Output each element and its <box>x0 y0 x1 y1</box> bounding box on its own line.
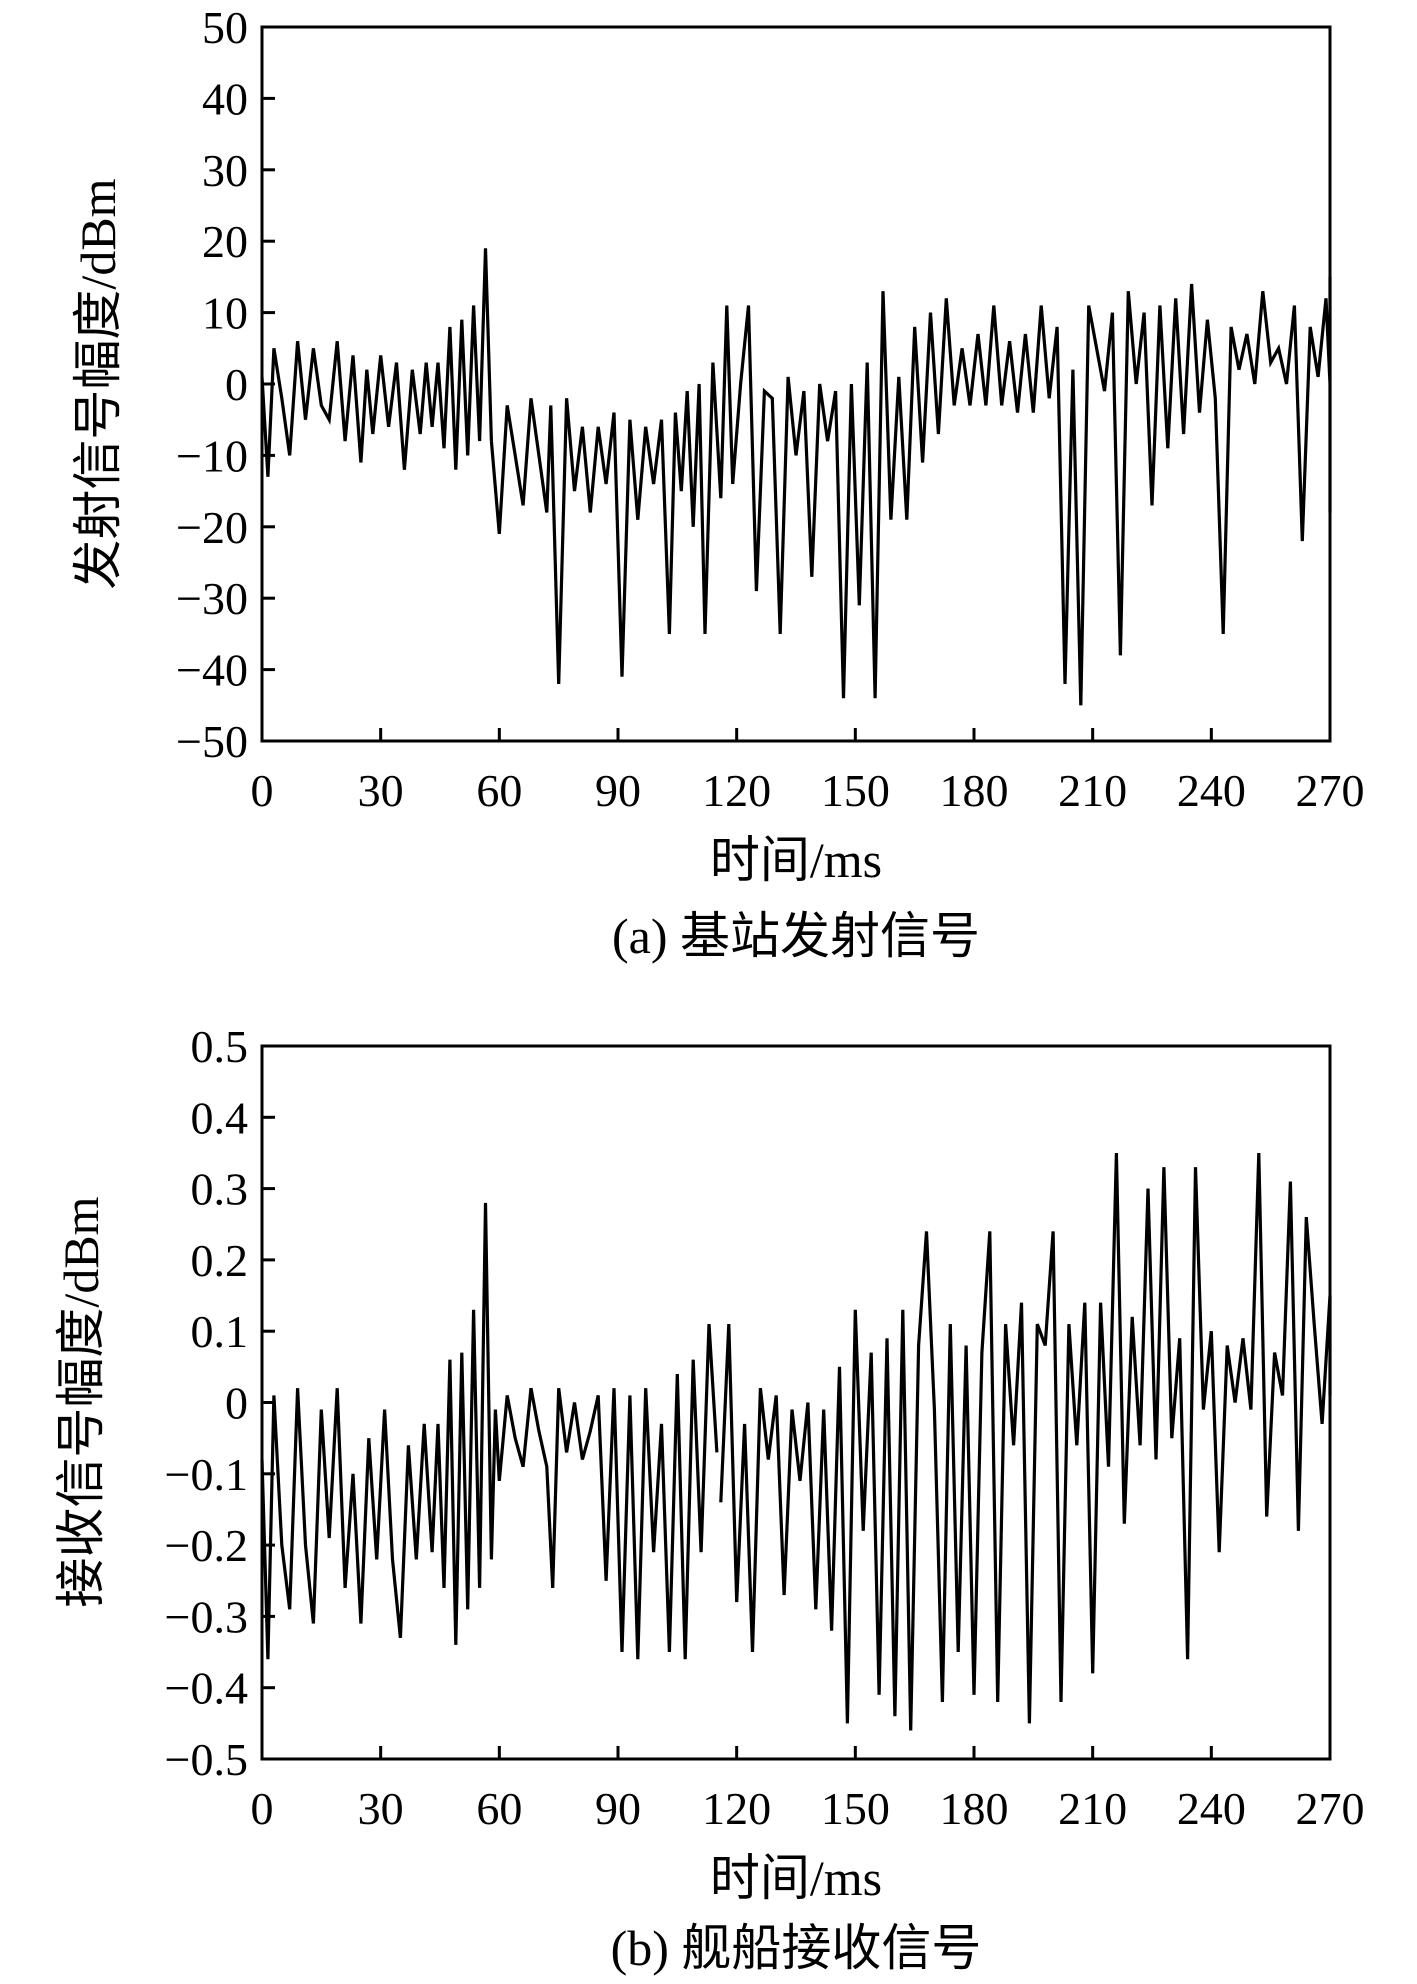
x-ticks: 0 30 60 90 120 150 180 210 240 270 <box>251 728 1365 816</box>
x-tick-label: 180 <box>940 765 1009 816</box>
y-tick-label: −0.4 <box>165 1663 248 1714</box>
x-tick-label: 210 <box>1058 765 1127 816</box>
x-tick-label: 180 <box>940 1783 1009 1834</box>
x-tick-label: 60 <box>476 1783 522 1834</box>
y-tick-label: 40 <box>202 73 248 124</box>
x-tick-label: 60 <box>476 765 522 816</box>
y-tick-label: 0.2 <box>191 1235 249 1286</box>
panel-a: 50 40 30 20 10 0 −10 −20 −30 −40 −50 0 30 60 90 120 150… <box>70 2 1365 964</box>
x-tick-label: 270 <box>1296 765 1365 816</box>
x-tick-label: 240 <box>1177 765 1246 816</box>
series <box>260 1152 1332 1731</box>
y-ticks: 50 40 30 20 10 0 −10 −20 −30 −40 −50 <box>176 2 275 767</box>
y-tick-label: −0.3 <box>165 1591 248 1642</box>
caption-b: (b) 舰船接收信号 <box>611 1920 982 1976</box>
series-line <box>260 248 493 477</box>
y-tick-label: 20 <box>202 216 248 267</box>
panel-b: 0.5 0.4 0.3 0.2 0.1 0 −0.1 −0.2 −0.3 −0.4 −0.5 0 30… <box>53 1021 1365 1976</box>
y-ticks: 0.5 0.4 0.3 0.2 0.1 0 −0.1 −0.2 −0.3 −0.4 −0.5 <box>165 1021 275 1785</box>
series-line <box>719 1152 1332 1731</box>
x-tick-label: 90 <box>595 765 641 816</box>
x-axis-title: 时间/ms <box>710 832 882 888</box>
y-tick-label: 0 <box>225 359 248 410</box>
y-tick-label: −10 <box>176 430 248 481</box>
series-line <box>260 1202 501 1660</box>
caption-a: (a) 基站发射信号 <box>612 908 980 964</box>
y-tick-label: 0.4 <box>191 1092 249 1143</box>
x-tick-label: 120 <box>702 765 771 816</box>
series-line <box>497 1324 719 1660</box>
x-tick-label: 150 <box>821 765 890 816</box>
y-tick-label: −40 <box>176 645 248 696</box>
x-tick-label: 120 <box>702 1783 771 1834</box>
x-tick-label: 210 <box>1058 1783 1127 1834</box>
y-tick-label: −0.5 <box>165 1734 248 1785</box>
y-axis-title: 发射信号幅度/dBm <box>70 178 126 589</box>
y-tick-label: 50 <box>202 2 248 53</box>
y-tick-label: 0.1 <box>191 1306 249 1357</box>
series-line <box>489 291 901 699</box>
x-ticks: 0 30 60 90 120 150 180 210 240 270 <box>251 1746 1365 1834</box>
y-tick-label: −0.1 <box>165 1449 248 1500</box>
series <box>260 248 1332 706</box>
x-tick-label: 240 <box>1177 1783 1246 1834</box>
y-tick-label: 30 <box>202 145 248 196</box>
x-tick-label: 0 <box>251 765 274 816</box>
x-tick-label: 30 <box>358 765 404 816</box>
y-tick-label: −50 <box>176 716 248 767</box>
y-tick-label: −30 <box>176 573 248 624</box>
y-tick-label: 0 <box>225 1378 248 1429</box>
x-tick-label: 270 <box>1296 1783 1365 1834</box>
x-tick-label: 90 <box>595 1783 641 1834</box>
y-tick-label: 10 <box>202 288 248 339</box>
y-tick-label: −20 <box>176 502 248 553</box>
x-tick-label: 30 <box>358 1783 404 1834</box>
y-tick-label: 0.3 <box>191 1164 249 1215</box>
y-tick-label: −0.2 <box>165 1520 248 1571</box>
series-line <box>897 276 1332 706</box>
y-axis-title: 接收信号幅度/dBm <box>53 1196 109 1607</box>
y-tick-label: 0.5 <box>191 1021 249 1072</box>
x-axis-title: 时间/ms <box>710 1850 882 1906</box>
x-tick-label: 150 <box>821 1783 890 1834</box>
x-tick-label: 0 <box>251 1783 274 1834</box>
